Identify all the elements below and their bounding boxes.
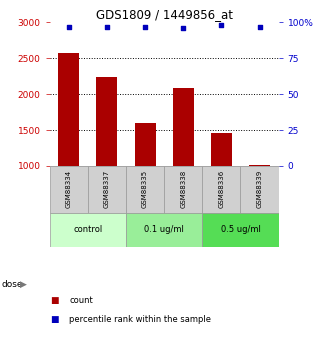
Point [66, 24, 71, 29]
Text: GSM88339: GSM88339 [256, 170, 263, 208]
Text: ▶: ▶ [20, 280, 27, 289]
Bar [58, 53, 79, 166]
Text: 0.5 ug/ml: 0.5 ug/ml [221, 225, 260, 234]
Text: count: count [69, 296, 93, 305]
Point [219, 22, 224, 28]
Bar [88, 166, 126, 213]
Point [104, 24, 109, 29]
Bar [202, 213, 279, 247]
Text: GSM88336: GSM88336 [218, 170, 224, 208]
Bar [240, 166, 279, 213]
Point [143, 24, 148, 29]
Text: 0.1 ug/ml: 0.1 ug/ml [144, 225, 184, 234]
Text: GSM88335: GSM88335 [142, 170, 148, 208]
Title: GDS1809 / 1449856_at: GDS1809 / 1449856_at [96, 8, 233, 21]
Bar [249, 165, 270, 166]
Bar [173, 88, 194, 166]
Text: percentile rank within the sample: percentile rank within the sample [69, 315, 211, 324]
Bar [211, 133, 232, 166]
Bar [134, 123, 156, 166]
Bar [126, 166, 164, 213]
Text: GSM88338: GSM88338 [180, 170, 186, 208]
Text: GSM88334: GSM88334 [66, 170, 72, 208]
Bar [97, 77, 117, 166]
Text: ■: ■ [50, 296, 58, 305]
Point [257, 24, 262, 29]
Point [181, 26, 186, 31]
Text: control: control [73, 225, 102, 234]
Bar [126, 213, 202, 247]
Text: dose: dose [2, 280, 23, 289]
Text: GSM88337: GSM88337 [104, 170, 110, 208]
Bar [50, 213, 126, 247]
Bar [202, 166, 240, 213]
Bar [164, 166, 202, 213]
Bar [50, 166, 88, 213]
Text: ■: ■ [50, 315, 58, 324]
